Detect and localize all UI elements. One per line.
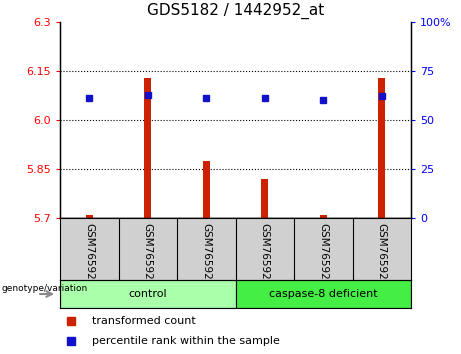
Bar bbox=[144, 78, 151, 218]
Text: caspase-8 deficient: caspase-8 deficient bbox=[269, 289, 378, 299]
Text: genotype/variation: genotype/variation bbox=[1, 284, 88, 293]
Text: percentile rank within the sample: percentile rank within the sample bbox=[92, 336, 279, 346]
Text: GSM765923: GSM765923 bbox=[143, 223, 153, 286]
Bar bbox=[60, 280, 236, 308]
Bar bbox=[320, 215, 327, 218]
Text: GSM765922: GSM765922 bbox=[84, 223, 94, 286]
Bar bbox=[378, 78, 385, 218]
Bar bbox=[261, 179, 268, 218]
Text: GSM765925: GSM765925 bbox=[260, 223, 270, 286]
Bar bbox=[86, 215, 93, 218]
Text: GSM765926: GSM765926 bbox=[318, 223, 328, 286]
Bar bbox=[236, 280, 411, 308]
Text: GSM765927: GSM765927 bbox=[377, 223, 387, 286]
Bar bbox=[203, 161, 210, 218]
Text: GSM765924: GSM765924 bbox=[201, 223, 211, 286]
Text: control: control bbox=[129, 289, 167, 299]
Title: GDS5182 / 1442952_at: GDS5182 / 1442952_at bbox=[147, 3, 324, 19]
Text: transformed count: transformed count bbox=[92, 316, 195, 326]
